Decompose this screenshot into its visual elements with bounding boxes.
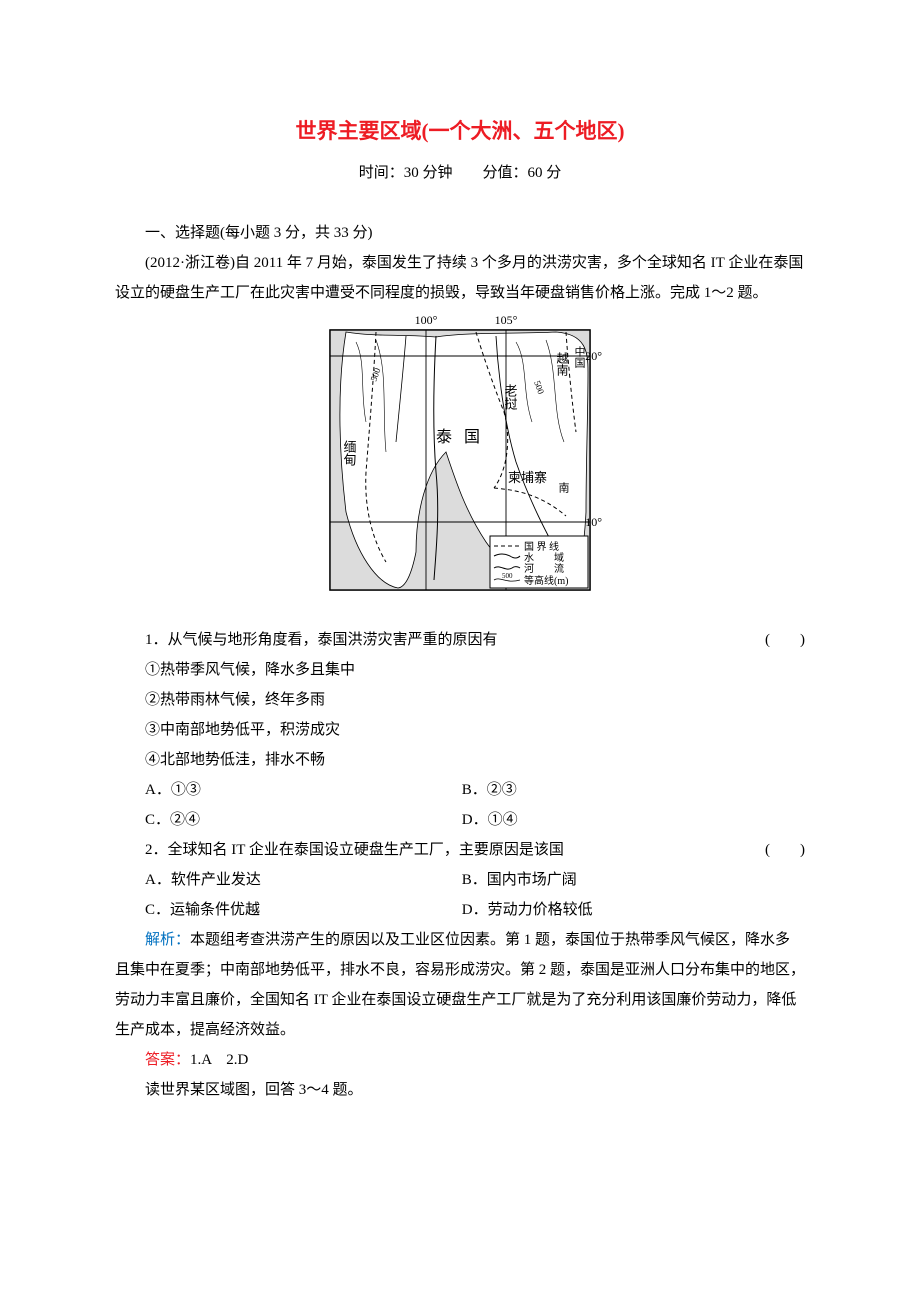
analysis-text: 本题组考查洪涝产生的原因以及工业区位因素。第 1 题，泰国位于热带季风气候区，降… — [115, 932, 805, 1038]
q2-paren: ( ) — [735, 835, 805, 865]
analysis-label: 解析： — [145, 932, 190, 948]
svg-text:南: 南 — [557, 482, 570, 493]
q1-s2: ②热带雨林气候，终年多雨 — [115, 685, 805, 715]
svg-text:柬埔寨: 柬埔寨 — [508, 470, 547, 485]
q1-s4: ④北部地势低洼，排水不畅 — [115, 745, 805, 775]
q2-opt-b: B．国内市场广阔 — [462, 865, 779, 895]
q2-opt-d: D．劳动力价格较低 — [462, 895, 779, 925]
svg-text:国 界 线: 国 界 线 — [524, 540, 559, 553]
q1-s1: ①热带季风气候，降水多且集中 — [115, 655, 805, 685]
thailand-map-icon: 100° 105° 20° 10° 500 500 泰 国 缅甸 老挝 柬埔寨 … — [316, 312, 604, 608]
question-stem: (2012·浙江卷)自 2011 年 7 月始，泰国发生了持续 3 个多月的洪涝… — [115, 248, 805, 308]
q1-text: 1．从气候与地形角度看，泰国洪涝灾害严重的原因有 ( ) — [115, 625, 805, 655]
svg-text:105°: 105° — [495, 313, 518, 327]
answer: 答案：1.A 2.D — [115, 1045, 805, 1075]
svg-text:中国: 中国 — [573, 346, 586, 369]
section-heading: 一、选择题(每小题 3 分，共 33 分) — [115, 218, 805, 248]
q1-s3: ③中南部地势低平，积涝成灾 — [115, 715, 805, 745]
time-label: 时间：30 分钟 — [359, 165, 453, 181]
svg-text:缅甸: 缅甸 — [342, 440, 357, 467]
answer-label: 答案： — [145, 1052, 190, 1068]
svg-text:20°: 20° — [585, 349, 602, 363]
svg-text:水 域: 水 域 — [524, 551, 564, 564]
q2-text: 2．全球知名 IT 企业在泰国设立硬盘生产工厂，主要原因是该国 ( ) — [115, 835, 805, 865]
q2-opt-c: C．运输条件优越 — [145, 895, 462, 925]
q1-stem: 1．从气候与地形角度看，泰国洪涝灾害严重的原因有 — [145, 632, 498, 648]
svg-text:等高线(m): 等高线(m) — [524, 574, 568, 587]
q2-opt-a: A．软件产业发达 — [145, 865, 462, 895]
analysis: 解析：本题组考查洪涝产生的原因以及工业区位因素。第 1 题，泰国位于热带季风气候… — [115, 925, 805, 1045]
svg-text:越南: 越南 — [555, 352, 569, 376]
map-figure: 100° 105° 20° 10° 500 500 泰 国 缅甸 老挝 柬埔寨 … — [115, 312, 805, 619]
q2-opts-row1: A．软件产业发达B．国内市场广阔 — [115, 865, 805, 895]
subtitle: 时间：30 分钟 分值：60 分 — [115, 158, 805, 188]
q1-opt-b: B．②③ — [462, 775, 779, 805]
svg-text:老挝: 老挝 — [503, 384, 518, 410]
svg-text:10°: 10° — [585, 515, 602, 529]
svg-text:500: 500 — [502, 572, 513, 580]
q2-opts-row2: C．运输条件优越D．劳动力价格较低 — [115, 895, 805, 925]
svg-text:河 流: 河 流 — [524, 562, 564, 575]
q1-opt-d: D．①④ — [462, 805, 779, 835]
next-stem: 读世界某区域图，回答 3～4 题。 — [115, 1075, 805, 1105]
page-title: 世界主要区域(一个大洲、五个地区) — [115, 110, 805, 152]
q1-opt-c: C．②④ — [145, 805, 462, 835]
q1-opt-a: A．①③ — [145, 775, 462, 805]
q1-paren: ( ) — [735, 625, 805, 655]
q1-opts-row2: C．②④D．①④ — [115, 805, 805, 835]
svg-text:泰 国: 泰 国 — [436, 428, 484, 446]
q1-opts-row1: A．①③B．②③ — [115, 775, 805, 805]
score-label: 分值：60 分 — [483, 165, 562, 181]
q2-stem: 2．全球知名 IT 企业在泰国设立硬盘生产工厂，主要原因是该国 — [145, 842, 564, 858]
answer-text: 1.A 2.D — [190, 1052, 248, 1068]
svg-text:100°: 100° — [415, 313, 438, 327]
